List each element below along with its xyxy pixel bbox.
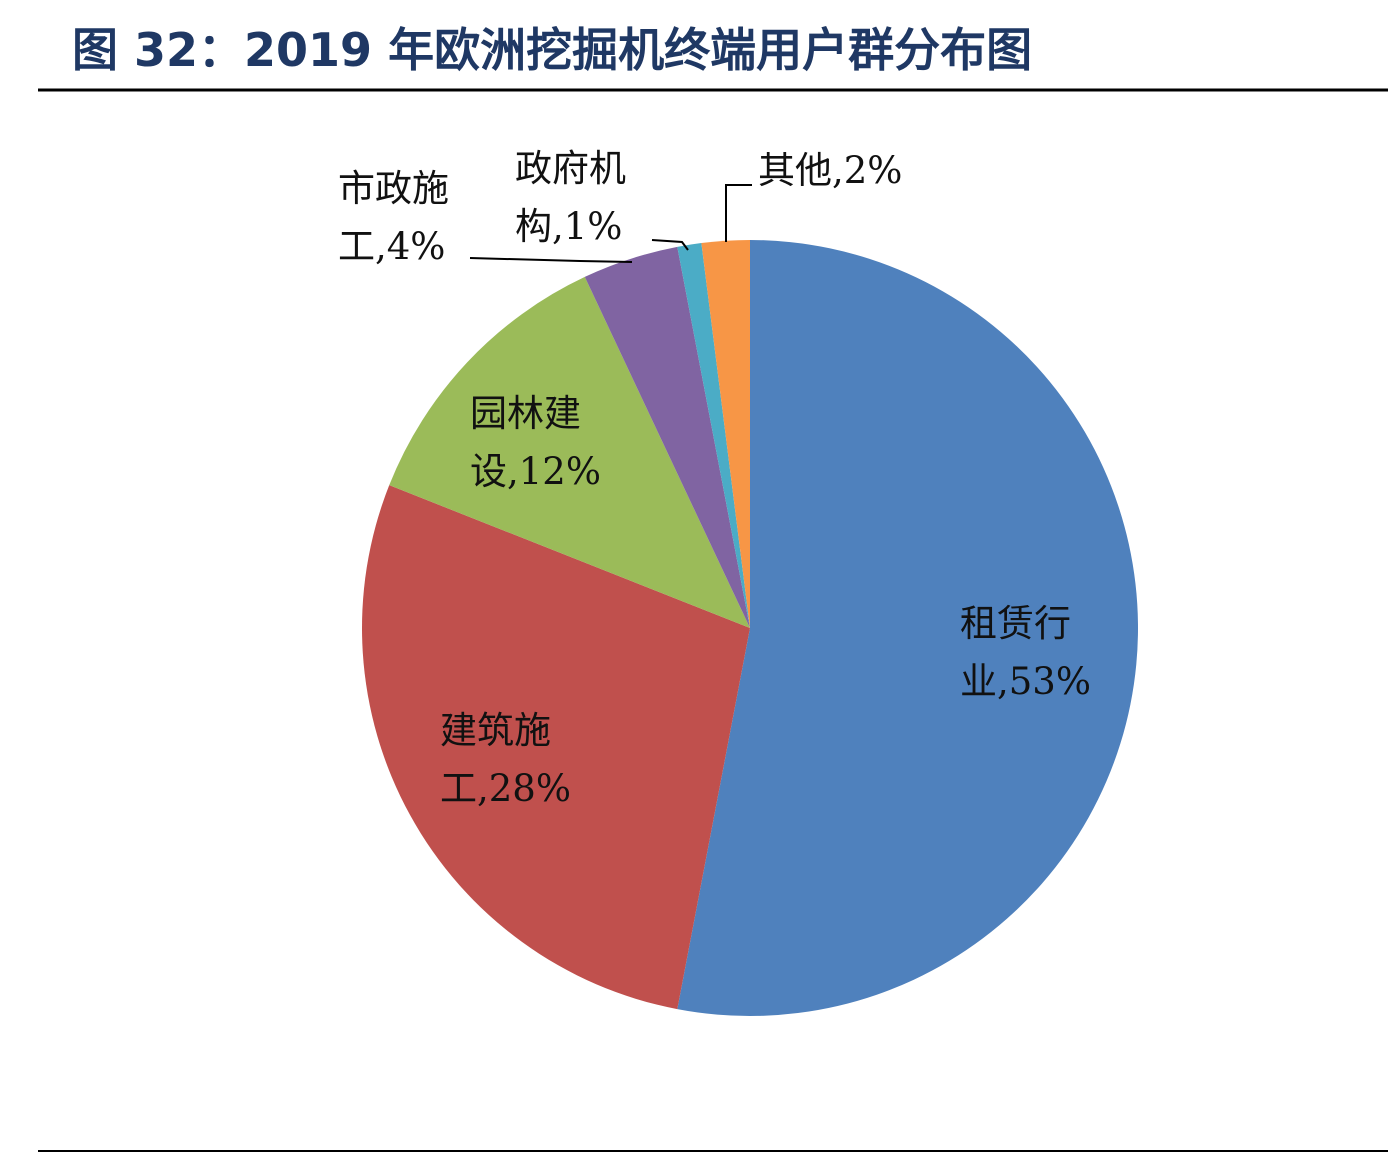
data-label: 建筑施工,28% (440, 709, 571, 810)
pie-slice (677, 243, 750, 628)
data-label: 政府机构,1% (515, 147, 626, 248)
pie (361, 240, 1139, 1017)
leader-line (469, 257, 633, 263)
leader-line (651, 239, 689, 251)
data-label: 租赁行业,53% (960, 602, 1091, 703)
pie-slice (361, 485, 750, 1010)
data-label: 市政施工,4% (338, 167, 449, 268)
data-label: 园林建设,12% (470, 392, 601, 493)
pie-slice (389, 276, 750, 628)
pie-slice (677, 240, 1139, 1017)
pie-slice (701, 240, 750, 628)
pie-slice (584, 246, 750, 628)
title: 图 32：2019 年欧洲挖掘机终端用户群分布图 (72, 23, 1033, 77)
leader-line (725, 184, 752, 242)
data-label: 其他,2% (758, 149, 903, 192)
